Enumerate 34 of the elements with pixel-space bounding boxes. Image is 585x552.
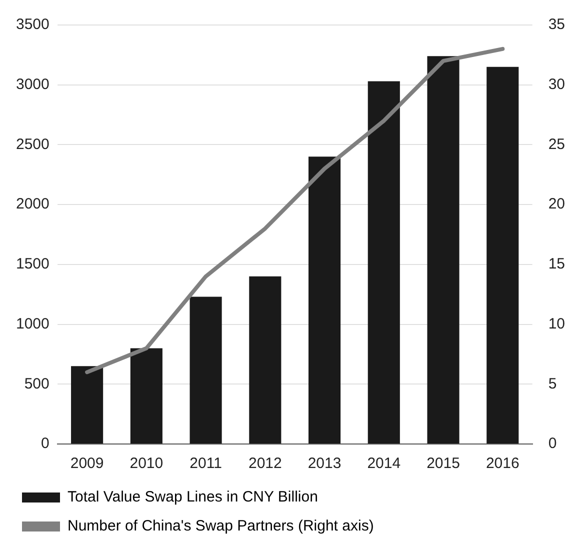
bar bbox=[486, 66, 519, 444]
legend-label: Total Value Swap Lines in CNY Billion bbox=[68, 488, 318, 506]
bar bbox=[427, 56, 460, 444]
y2-tick-label: 30 bbox=[548, 76, 566, 93]
y2-tick-label: 20 bbox=[548, 196, 566, 213]
y-tick-label: 3500 bbox=[16, 16, 50, 34]
y2-tick-label: 15 bbox=[548, 256, 566, 273]
bar bbox=[71, 366, 104, 444]
x-tick-label: 2016 bbox=[486, 455, 520, 472]
x-tick-label: 2010 bbox=[130, 455, 164, 472]
x-tick-label: 2012 bbox=[248, 455, 282, 472]
bar bbox=[130, 348, 162, 444]
y-tick-label: 3000 bbox=[16, 76, 50, 93]
bar bbox=[249, 276, 282, 444]
y2-tick-label: 5 bbox=[548, 375, 557, 392]
y-tick-label: 2500 bbox=[16, 136, 50, 153]
y-tick-label: 1000 bbox=[16, 315, 50, 332]
y-tick-label: 1500 bbox=[16, 256, 50, 273]
bar bbox=[190, 296, 222, 444]
y-tick-label: 500 bbox=[24, 375, 50, 392]
legend-label: Number of China's Swap Partners (Right axis) bbox=[68, 518, 374, 535]
bar bbox=[368, 81, 400, 444]
x-tick-label: 2009 bbox=[70, 455, 104, 472]
y-tick-label: 2000 bbox=[16, 196, 50, 213]
y2-tick-label: 35 bbox=[548, 16, 566, 34]
x-tick-label: 2015 bbox=[426, 455, 460, 472]
x-tick-label: 2011 bbox=[190, 455, 222, 472]
y-tick-label: 0 bbox=[41, 435, 50, 452]
x-tick-label: 2014 bbox=[367, 455, 401, 472]
y2-tick-label: 10 bbox=[548, 315, 566, 332]
y2-tick-label: 25 bbox=[548, 136, 566, 153]
bar bbox=[308, 156, 341, 444]
x-tick-label: 2013 bbox=[308, 455, 342, 472]
y2-tick-label: 0 bbox=[548, 435, 557, 452]
